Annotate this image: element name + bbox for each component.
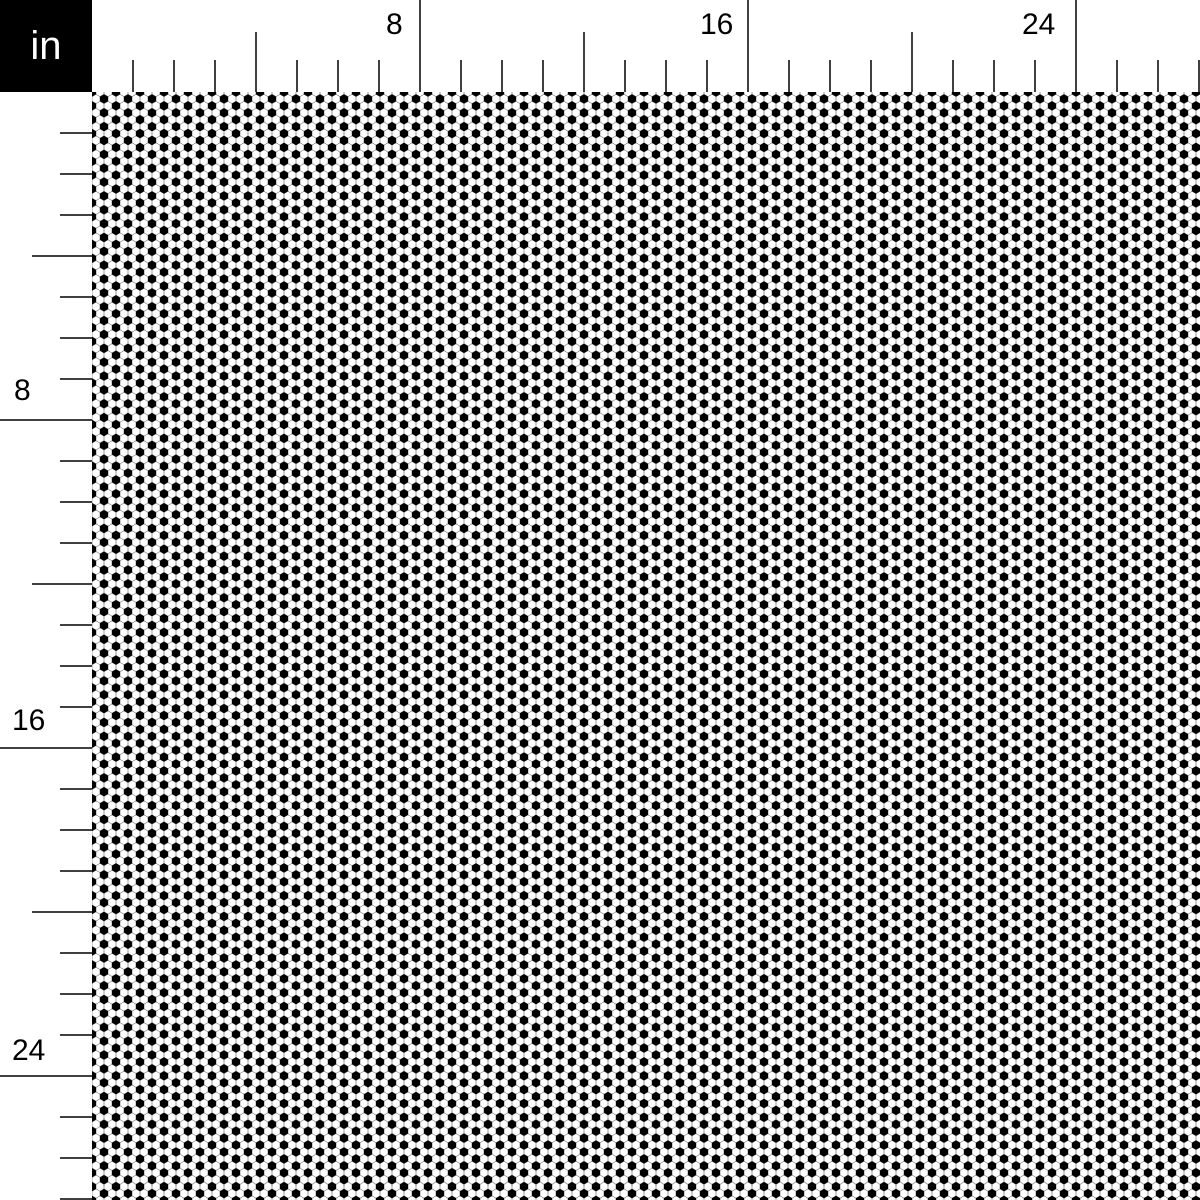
fabric-pattern-swatch <box>92 92 1200 1200</box>
top-ruler-label-16: 16 <box>700 8 734 41</box>
left-ruler-label-24: 24 <box>12 1034 46 1067</box>
left-ruler-label-8: 8 <box>14 374 31 407</box>
top-ruler-label-8: 8 <box>386 8 403 41</box>
left-ruler-label-16: 16 <box>12 704 46 737</box>
top-ruler-label-24: 24 <box>1022 8 1056 41</box>
unit-label: in <box>0 0 92 92</box>
